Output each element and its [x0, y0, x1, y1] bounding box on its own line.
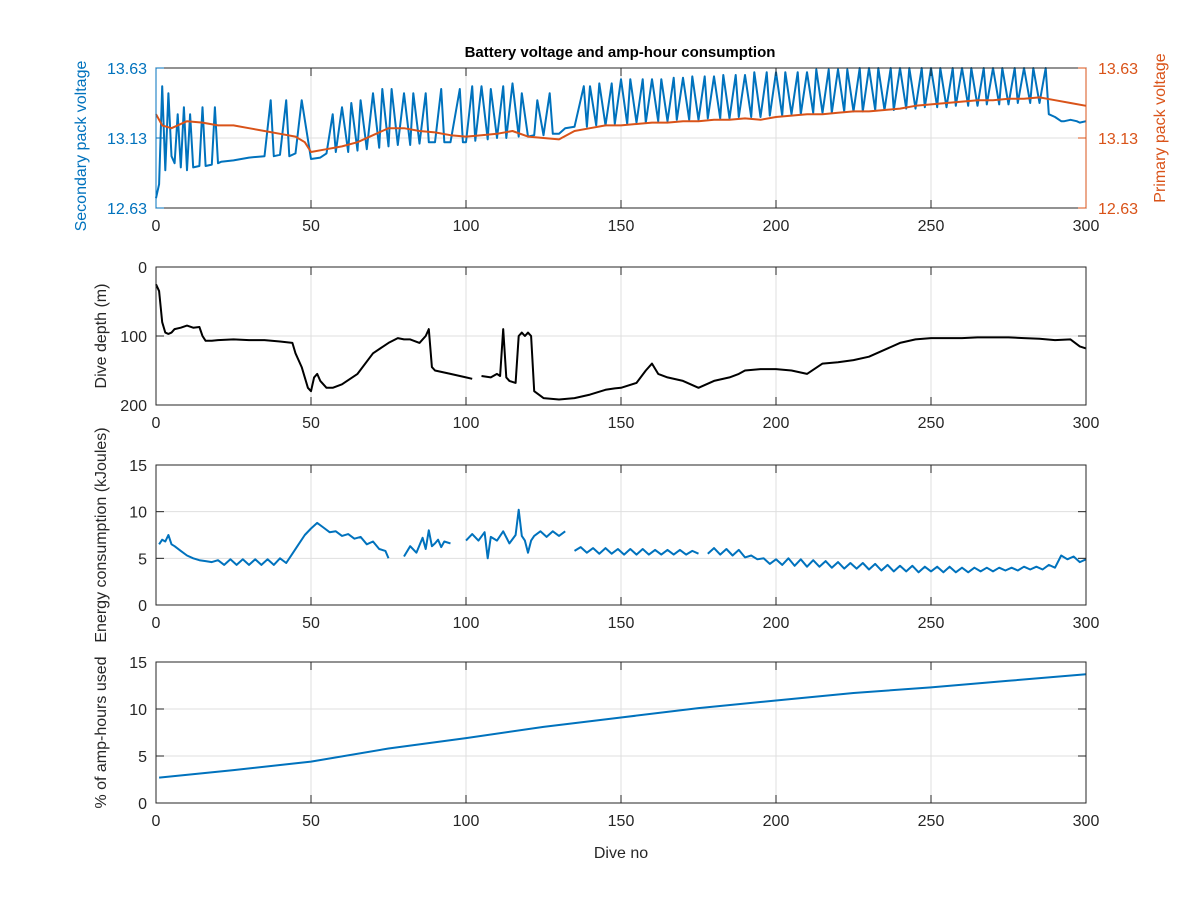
- dive-depth-line: [155, 283, 473, 393]
- y-axis-label: Secondary pack voltage: [73, 61, 90, 232]
- panel-3: 0 50 100 150 200 250 300 0 5 10 15 Energy consumpti…: [93, 427, 1099, 642]
- y-tick-label: 13.63: [107, 61, 147, 78]
- x-tick-label: 300: [1073, 218, 1100, 235]
- primary-voltage-line: [155, 96, 1087, 153]
- x-tick-label: 150: [608, 615, 635, 632]
- y-tick-label: 5: [138, 749, 147, 766]
- y-tick-label: 0: [138, 598, 147, 615]
- panel-2: 0 50 100 150 200 250 300 0 100 200 Dive depth (m): [93, 260, 1099, 432]
- x-tick-label: 100: [453, 615, 480, 632]
- y2-tick-label: 13.63: [1098, 61, 1138, 78]
- x-tick-label: 50: [302, 218, 320, 235]
- x-tick-label: 0: [152, 615, 161, 632]
- x-tick-label: 200: [763, 218, 790, 235]
- energy-line: [707, 547, 1087, 574]
- x-tick-label: 250: [918, 218, 945, 235]
- panel-4: 0 50 100 150 200 250 300 0 5 10 15 % of amp-hours u…: [93, 655, 1099, 862]
- x-tick-label: 100: [453, 415, 480, 432]
- y-tick-label: 0: [138, 260, 147, 277]
- x-tick-label: 150: [608, 218, 635, 235]
- y2-tick-label: 13.13: [1098, 131, 1138, 148]
- y-axis-label: Dive depth (m): [93, 284, 110, 389]
- right-axis-label: Primary pack voltage: [1152, 53, 1169, 202]
- y-tick-label: 13.13: [107, 131, 147, 148]
- x-tick-label: 300: [1073, 615, 1100, 632]
- y-tick-label: 10: [129, 702, 147, 719]
- energy-line: [465, 508, 566, 560]
- x-tick-label: 250: [918, 813, 945, 830]
- y-axis-label: % of amp-hours used: [93, 656, 110, 808]
- x-tick-label: 200: [763, 615, 790, 632]
- x-tick-label: 150: [608, 813, 635, 830]
- y-tick-label: 10: [129, 505, 147, 522]
- energy-line: [573, 546, 699, 556]
- y-tick-label: 100: [120, 329, 147, 346]
- y-tick-label: 15: [129, 655, 147, 672]
- x-tick-label: 100: [453, 218, 480, 235]
- y-tick-label: 5: [138, 551, 147, 568]
- x-tick-label: 50: [302, 615, 320, 632]
- x-tick-label: 0: [152, 218, 161, 235]
- x-tick-label: 0: [152, 813, 161, 830]
- x-tick-label: 300: [1073, 415, 1100, 432]
- y-tick-label: 12.63: [107, 201, 147, 218]
- x-tick-label: 250: [918, 415, 945, 432]
- chart-title: Battery voltage and amp-hour consumption: [465, 44, 776, 61]
- x-tick-label: 0: [152, 415, 161, 432]
- x-tick-label: 50: [302, 415, 320, 432]
- energy-line: [158, 521, 390, 566]
- amp-hours-line: [158, 673, 1087, 779]
- x-tick-label: 250: [918, 615, 945, 632]
- y-axis-label: Energy consumption (kJoules): [93, 427, 110, 642]
- x-tick-label: 200: [763, 813, 790, 830]
- x-tick-label: 300: [1073, 813, 1100, 830]
- y-tick-label: 0: [138, 796, 147, 813]
- dive-depth-line: [481, 328, 1087, 401]
- x-axis-label: Dive no: [594, 845, 648, 862]
- panel-1: 0 50 100 150 200 250 30012.6313.1313.6312.6313…: [73, 53, 1169, 235]
- energy-line: [403, 529, 451, 558]
- x-tick-label: 50: [302, 813, 320, 830]
- x-tick-label: 100: [453, 813, 480, 830]
- x-tick-label: 150: [608, 415, 635, 432]
- x-tick-label: 200: [763, 415, 790, 432]
- y-tick-label: 15: [129, 458, 147, 475]
- y-tick-label: 200: [120, 398, 147, 415]
- y2-tick-label: 12.63: [1098, 201, 1138, 218]
